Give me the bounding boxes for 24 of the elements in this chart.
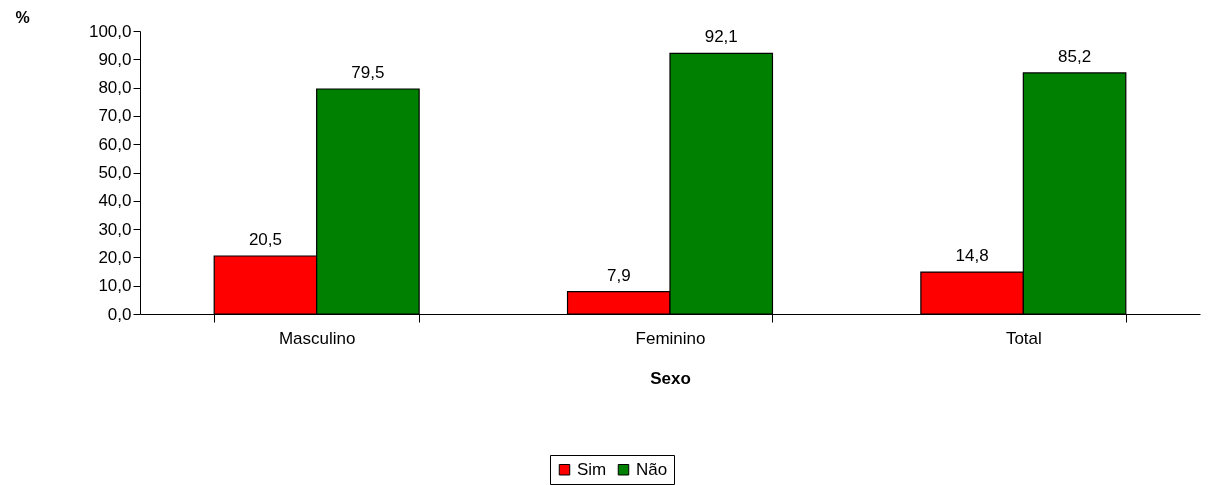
y-tick-label: 0,0 (107, 304, 132, 324)
legend-label: Não (636, 459, 668, 479)
y-tick-label: 30,0 (98, 219, 132, 239)
y-tick-label: 70,0 (98, 106, 132, 126)
y-tick-label: 50,0 (98, 163, 132, 182)
y-tick-label: 60,0 (98, 134, 132, 154)
y-tick-label: 80,0 (98, 78, 132, 98)
y-tick-label: 100,0 (88, 21, 132, 41)
y-axis-title: % (15, 8, 30, 26)
data-label: 85,2 (1058, 46, 1092, 66)
x-tick-label: Feminino (635, 328, 706, 348)
x-axis-title: Sexo (650, 368, 691, 388)
data-label: 14,8 (955, 246, 989, 266)
y-tick-label: 20,0 (98, 247, 132, 267)
y-tick-label: 40,0 (98, 191, 132, 211)
x-tick-label: Total (1005, 328, 1042, 348)
data-label: 79,5 (351, 63, 385, 83)
data-label: 92,1 (704, 27, 738, 47)
y-tick-label: 10,0 (98, 276, 132, 296)
data-label: 20,5 (248, 229, 282, 249)
y-tick-label: 90,0 (98, 49, 132, 69)
data-label: 7,9 (606, 265, 631, 285)
x-tick-label: Masculino (278, 328, 356, 348)
legend-label: Sim (577, 459, 607, 479)
